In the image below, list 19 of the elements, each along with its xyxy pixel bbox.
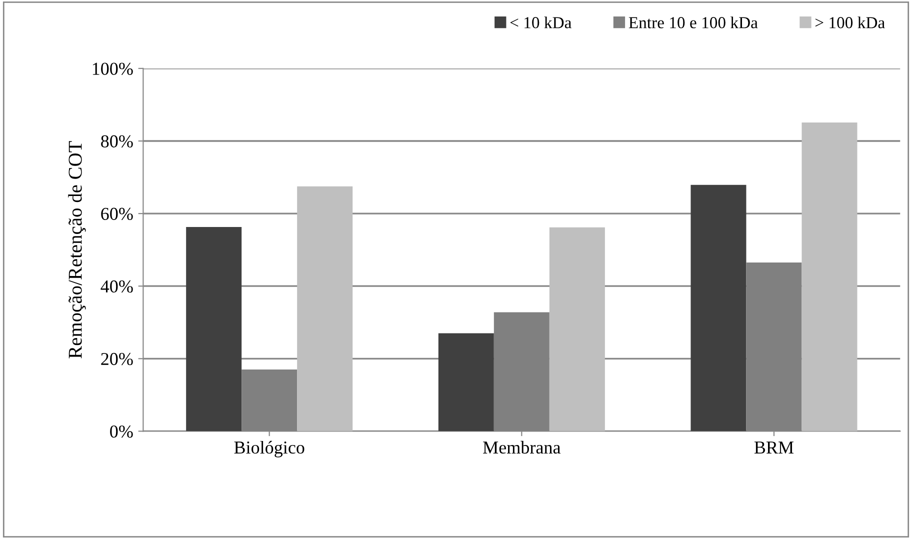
- x-tick-label: Membrana: [483, 440, 561, 454]
- y-tick-label: 60%: [101, 208, 133, 220]
- legend-label: > 100 kDa: [815, 16, 885, 28]
- y-tick-label: 80%: [101, 135, 133, 148]
- legend-label: Entre 10 e 100 kDa: [628, 16, 758, 28]
- bar: [186, 226, 242, 432]
- bar: [802, 122, 858, 432]
- bar: [690, 184, 746, 432]
- y-tick-label: 20%: [101, 352, 133, 366]
- y-tick-label: 100%: [92, 62, 133, 75]
- x-tick-label: Biológico: [234, 440, 304, 458]
- y-axis-title: Remoção/Retenção de COT: [68, 141, 86, 358]
- y-tick-label: 0%: [110, 425, 133, 438]
- x-tick-label: BRM: [754, 442, 794, 454]
- legend-label: < 10 kDa: [510, 16, 572, 28]
- bar: [549, 227, 605, 432]
- bar: [438, 333, 494, 432]
- bar: [297, 186, 353, 432]
- y-tick-label: 40%: [100, 280, 133, 293]
